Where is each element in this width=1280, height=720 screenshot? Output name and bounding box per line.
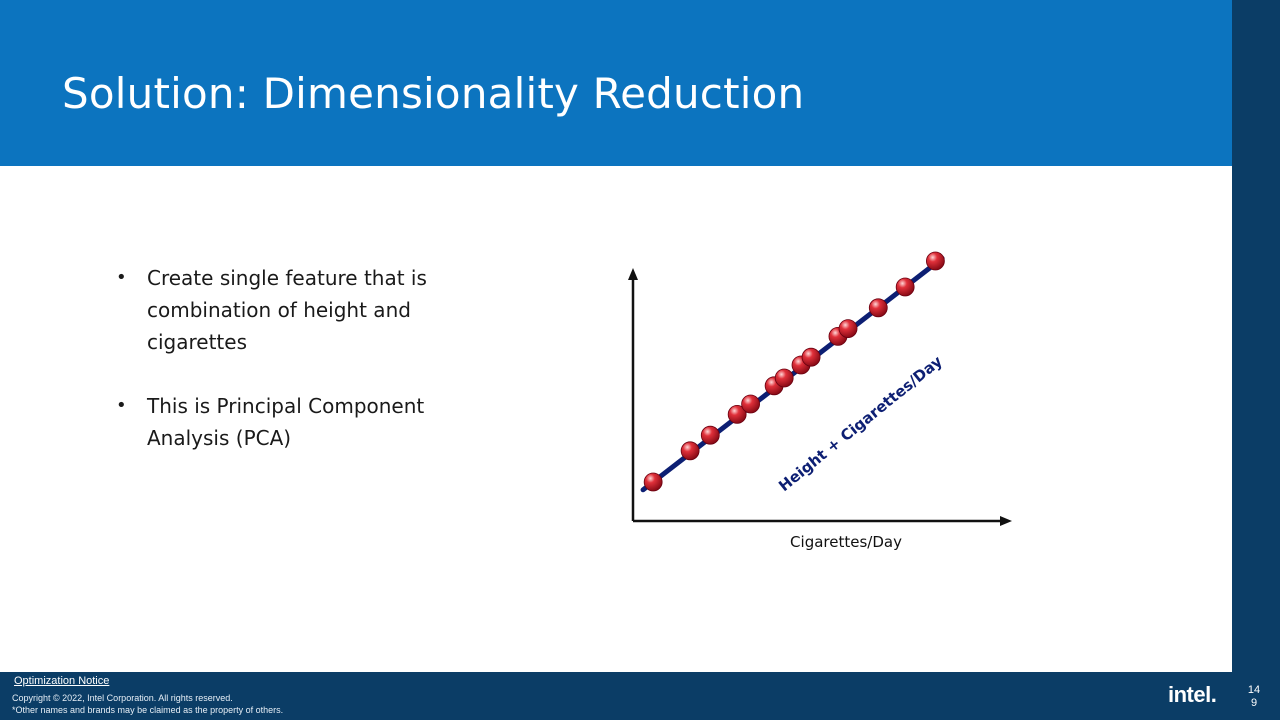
footer: Optimization Notice Copyright © 2022, In… (0, 672, 1280, 720)
bullet-text: This is Principal Component Analysis (PC… (147, 394, 425, 450)
slide-title: Solution: Dimensionality Reduction (62, 69, 805, 118)
bullet-item: • Create single feature that is combinat… (116, 262, 476, 358)
y-axis-arrow-icon (628, 268, 638, 280)
data-point (868, 298, 888, 318)
data-point (838, 319, 858, 338)
pca-chart: Height + Cigarettes/Day Cigarettes/Day (628, 251, 1012, 551)
copyright-line: Copyright © 2022, Intel Corporation. All… (12, 693, 233, 703)
page-number: 149 (1247, 684, 1261, 709)
optimization-notice-link[interactable]: Optimization Notice (14, 675, 110, 687)
data-point (895, 277, 915, 297)
data-point (741, 394, 761, 414)
copyright: Copyright © 2022, Intel Corporation. All… (12, 692, 283, 716)
data-point (925, 251, 945, 271)
trademark-line: *Other names and brands may be claimed a… (12, 705, 284, 715)
data-point (727, 404, 747, 424)
x-axis-label: Cigarettes/Day (790, 533, 902, 551)
bullet-dot-icon: • (116, 395, 127, 416)
x-axis-arrow-icon (1000, 516, 1012, 526)
bullet-item: • This is Principal Component Analysis (… (116, 390, 476, 454)
intel-logo: intel. (1168, 682, 1217, 707)
title-bar: Solution: Dimensionality Reduction (0, 0, 1232, 166)
bullet-dot-icon: • (116, 267, 127, 288)
data-point (801, 347, 821, 367)
data-point (643, 472, 663, 492)
data-point (774, 368, 794, 388)
bullet-list: • Create single feature that is combinat… (116, 262, 476, 486)
data-points (643, 251, 945, 492)
data-point (680, 441, 700, 461)
right-sidebar-strip (1232, 0, 1280, 672)
bullet-text: Create single feature that is combinatio… (147, 266, 427, 354)
data-point (700, 425, 720, 445)
